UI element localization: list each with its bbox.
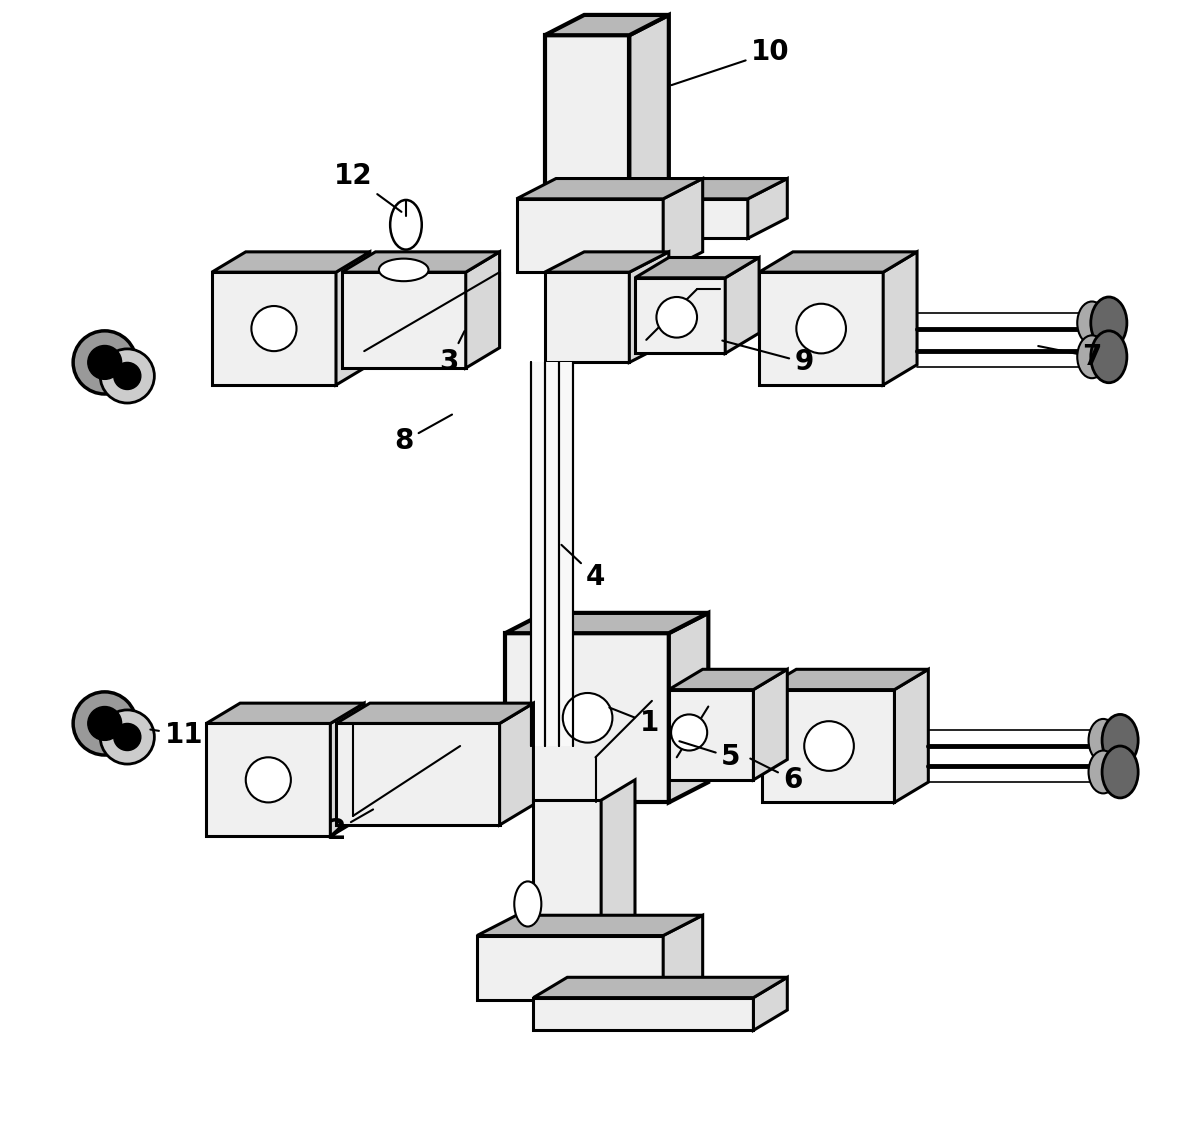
Polygon shape <box>663 179 703 273</box>
Ellipse shape <box>391 200 422 250</box>
Ellipse shape <box>1077 302 1106 344</box>
Polygon shape <box>663 915 703 1000</box>
Polygon shape <box>206 724 330 836</box>
Polygon shape <box>336 703 534 724</box>
Polygon shape <box>478 935 663 1000</box>
Polygon shape <box>754 977 787 1030</box>
Polygon shape <box>601 780 635 938</box>
Polygon shape <box>342 252 499 273</box>
Polygon shape <box>534 977 787 998</box>
Text: 3: 3 <box>439 331 464 377</box>
Text: 9: 9 <box>722 340 813 377</box>
Polygon shape <box>534 800 601 938</box>
Ellipse shape <box>671 715 707 751</box>
Polygon shape <box>544 252 669 273</box>
Ellipse shape <box>1102 746 1139 797</box>
Ellipse shape <box>73 331 136 394</box>
Ellipse shape <box>656 297 697 337</box>
Polygon shape <box>725 258 759 353</box>
Polygon shape <box>669 690 754 780</box>
Ellipse shape <box>797 304 846 353</box>
Polygon shape <box>212 252 370 273</box>
Polygon shape <box>884 252 917 385</box>
Text: 12: 12 <box>333 162 401 211</box>
Ellipse shape <box>88 707 121 741</box>
Polygon shape <box>629 15 669 205</box>
Ellipse shape <box>563 693 612 743</box>
Polygon shape <box>635 278 725 353</box>
Polygon shape <box>762 670 928 690</box>
Text: 11: 11 <box>150 720 202 749</box>
Polygon shape <box>212 273 336 385</box>
Polygon shape <box>669 670 787 690</box>
Text: 10: 10 <box>672 38 790 85</box>
Polygon shape <box>762 690 894 802</box>
Ellipse shape <box>73 692 136 756</box>
Text: 8: 8 <box>394 415 453 456</box>
Ellipse shape <box>88 345 121 379</box>
Text: 7: 7 <box>1039 343 1102 371</box>
Polygon shape <box>759 273 884 385</box>
Ellipse shape <box>1089 751 1118 794</box>
Ellipse shape <box>515 881 542 926</box>
Ellipse shape <box>804 722 854 771</box>
Ellipse shape <box>114 724 141 751</box>
Polygon shape <box>336 724 499 824</box>
Polygon shape <box>499 703 534 824</box>
Polygon shape <box>748 179 787 239</box>
Text: 1: 1 <box>610 708 660 737</box>
Polygon shape <box>330 703 364 836</box>
Text: 6: 6 <box>750 759 803 794</box>
Polygon shape <box>544 273 629 362</box>
Ellipse shape <box>1077 336 1106 378</box>
Polygon shape <box>544 15 669 35</box>
Ellipse shape <box>100 710 155 765</box>
Ellipse shape <box>251 307 297 351</box>
Ellipse shape <box>114 362 141 389</box>
Polygon shape <box>505 613 709 633</box>
Text: 5: 5 <box>679 741 741 771</box>
Ellipse shape <box>1102 715 1139 767</box>
Ellipse shape <box>100 348 155 403</box>
Polygon shape <box>505 633 669 802</box>
Polygon shape <box>336 252 370 385</box>
Polygon shape <box>669 613 709 802</box>
Polygon shape <box>663 179 787 199</box>
Polygon shape <box>517 199 663 273</box>
Polygon shape <box>544 35 629 205</box>
Polygon shape <box>466 252 499 368</box>
Polygon shape <box>517 179 703 199</box>
Ellipse shape <box>1089 719 1118 762</box>
Ellipse shape <box>245 758 291 802</box>
Polygon shape <box>531 362 573 746</box>
Polygon shape <box>342 273 466 368</box>
Polygon shape <box>206 703 364 724</box>
Polygon shape <box>663 199 748 239</box>
Ellipse shape <box>1091 297 1127 348</box>
Polygon shape <box>894 670 928 802</box>
Ellipse shape <box>1091 331 1127 382</box>
Polygon shape <box>629 252 669 362</box>
Polygon shape <box>759 252 917 273</box>
Polygon shape <box>478 915 703 935</box>
Polygon shape <box>635 258 759 278</box>
Polygon shape <box>754 670 787 780</box>
Text: 4: 4 <box>561 545 605 590</box>
Polygon shape <box>534 998 754 1030</box>
Ellipse shape <box>379 259 429 282</box>
Text: 2: 2 <box>326 810 373 845</box>
